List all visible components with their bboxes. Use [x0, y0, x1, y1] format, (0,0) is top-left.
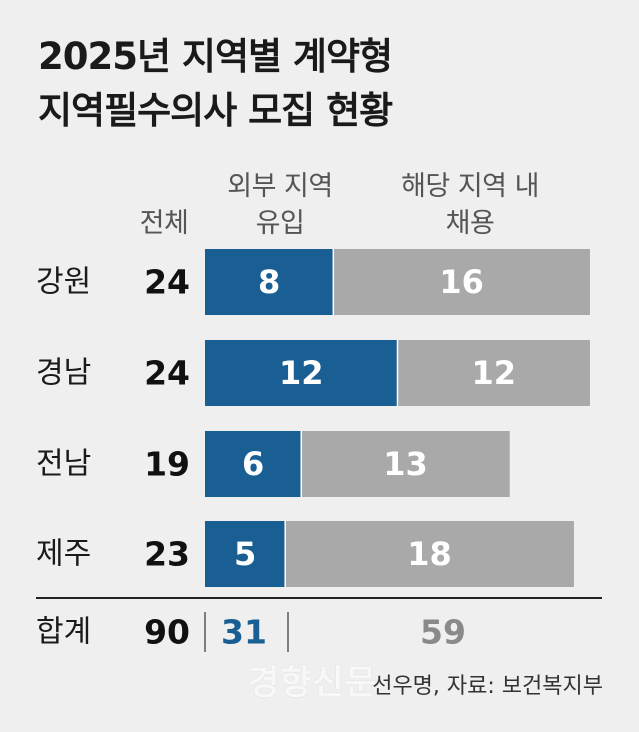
bar-external — [205, 431, 302, 497]
header-external-line-2: 유입 — [255, 208, 305, 239]
bar-external — [205, 521, 286, 587]
total-label: 24 — [144, 354, 190, 393]
watermark: 경향신문 — [248, 663, 378, 703]
bar-external — [205, 340, 398, 406]
total-label: 23 — [144, 535, 190, 574]
summary-internal: 59 — [420, 613, 466, 652]
header-internal-line-1: 해당 지역 내 — [401, 171, 539, 202]
bar-internal — [301, 431, 510, 497]
summary-external: 31 — [221, 613, 267, 652]
category-label: 제주 — [36, 537, 91, 572]
header-total: 전체 — [139, 208, 189, 239]
title-line-1: 2025년 지역별 계약형 — [38, 35, 393, 78]
total-label: 19 — [144, 445, 190, 484]
title-line-2: 지역필수의사 모집 현황 — [38, 89, 393, 132]
summary-total: 90 — [144, 613, 190, 652]
bar-internal-value: 13 — [383, 445, 428, 483]
header-external: 외부 지역 유입 — [205, 168, 355, 242]
bar-external — [205, 249, 334, 315]
header-internal-line-2: 채용 — [445, 208, 495, 239]
header-external-line-1: 외부 지역 — [227, 171, 333, 202]
total-label: 24 — [144, 263, 190, 302]
source-note: 선우명, 자료: 보건복지부 — [372, 674, 603, 699]
bar-external-value: 8 — [258, 263, 280, 301]
bar-internal-value: 18 — [407, 535, 452, 573]
summary-label: 합계 — [36, 615, 91, 650]
bar-external-value: 6 — [242, 445, 264, 483]
category-label: 경남 — [36, 356, 91, 391]
category-label: 전남 — [36, 447, 91, 482]
header-internal: 해당 지역 내 채용 — [365, 168, 575, 242]
bar-internal — [397, 340, 590, 406]
bar-internal-value: 12 — [471, 354, 516, 392]
bar-internal — [333, 249, 590, 315]
bar-internal-value: 16 — [439, 263, 484, 301]
chart-title: 2025년 지역별 계약형 지역필수의사 모집 현황 — [38, 30, 393, 138]
category-label: 강원 — [36, 265, 91, 300]
bar-external-value: 5 — [234, 535, 256, 573]
bar-internal — [285, 521, 574, 587]
bar-external-value: 12 — [279, 354, 324, 392]
